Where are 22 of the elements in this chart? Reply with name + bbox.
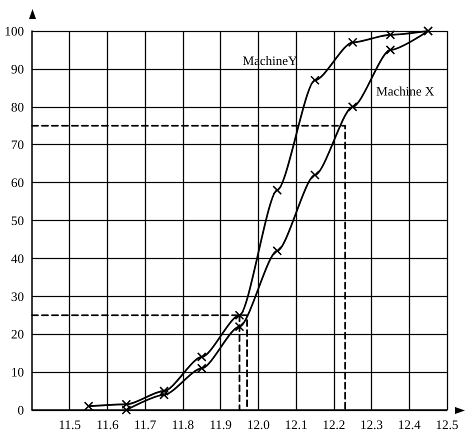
y-tick-label: 20	[11, 326, 24, 342]
x-tick-label: 11.7	[134, 417, 157, 432]
x-tick-label: 11.9	[209, 417, 232, 432]
y-tick-label: 0	[18, 402, 24, 418]
x-tick-label: 12.1	[284, 417, 308, 432]
x-tick-label: 12.2	[322, 417, 346, 432]
y-tick-label: 30	[11, 288, 24, 304]
y-tick-label: 60	[11, 175, 24, 190]
x-tick-label: 12.3	[360, 417, 383, 432]
y-tick-label: 40	[11, 250, 24, 266]
x-tick-label: 11.6	[96, 417, 120, 432]
y-tick-label: 10	[11, 364, 24, 380]
x-tick-label: 12.5	[436, 417, 458, 432]
y-tick-label: 70	[11, 137, 24, 152]
x-tick-label: 11.8	[172, 417, 194, 432]
x-tick-label: 11.5	[58, 417, 81, 432]
y-tick-label: 50	[11, 213, 24, 228]
y-tick-label: 100	[4, 24, 24, 38]
x-tick-label: 12.4	[398, 417, 422, 432]
y-tick-label: 90	[11, 61, 24, 76]
x-tick-label: 12.0	[246, 417, 270, 432]
y-tick-label: 80	[11, 99, 24, 114]
